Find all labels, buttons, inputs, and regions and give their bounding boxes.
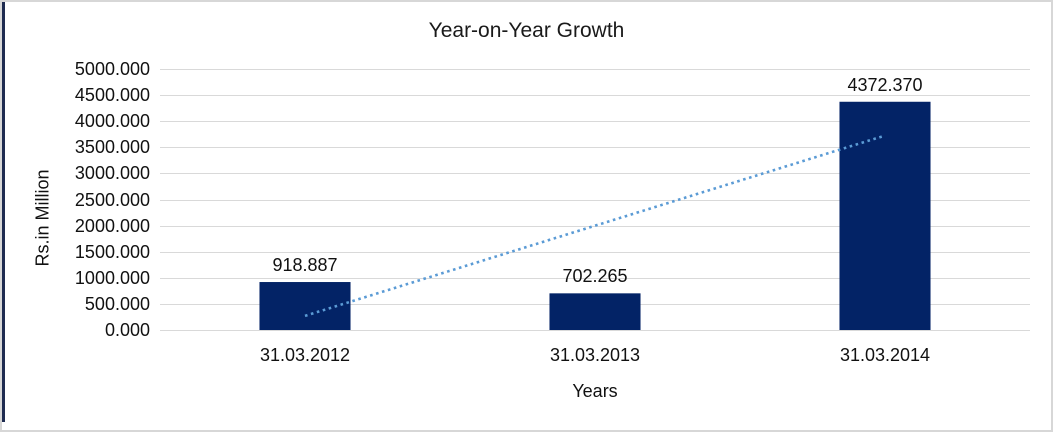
bar-data-label: 702.265 — [562, 266, 628, 287]
y-axis-tick-label: 3000.000 — [74, 163, 150, 184]
x-axis-category-label: 31.03.2012 — [259, 345, 351, 365]
x-axis-category-label: 31.03.2013 — [549, 345, 641, 365]
y-axis-tick-label: 1500.000 — [74, 241, 150, 262]
y-axis-tick-label: 1000.000 — [74, 267, 150, 288]
bar-data-label: 4372.370 — [847, 74, 923, 95]
chart-title: Year-on-Year Growth — [428, 19, 625, 42]
left-accent-border — [2, 2, 5, 422]
bar-31.03.2013 — [549, 293, 641, 330]
y-axis-tick-label: 2500.000 — [74, 189, 150, 210]
y-axis-tick-label: 5000.000 — [74, 59, 150, 79]
y-axis-tick-label: 2000.000 — [74, 215, 150, 236]
y-axis-tick-label: 4500.000 — [74, 85, 150, 106]
x-axis-category-label: 31.03.2014 — [839, 345, 931, 365]
y-axis-tick-label: 500.000 — [84, 293, 150, 314]
trendline — [304, 134, 886, 318]
bar-31.03.2014 — [839, 101, 931, 330]
y-axis-tick-label: 3500.000 — [74, 137, 150, 158]
bar-data-label: 918.887 — [272, 255, 338, 276]
y-axis-tick-label: 4000.000 — [74, 111, 150, 132]
y-axis-tick-label: 0.000 — [104, 320, 150, 340]
x-axis-title: Years — [572, 381, 618, 401]
